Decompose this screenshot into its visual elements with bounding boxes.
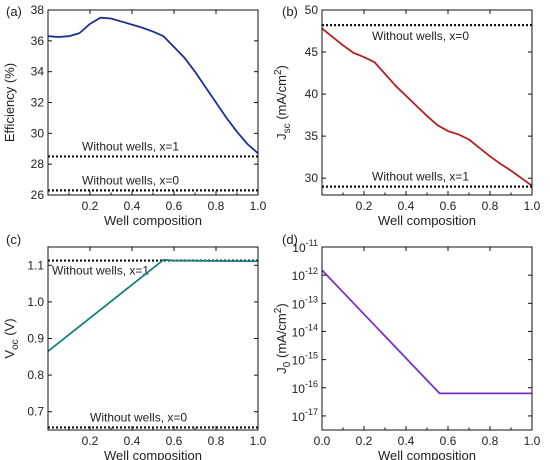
y-tick-label: 0.7 bbox=[27, 405, 44, 419]
y-axis-label: Voc (V) bbox=[2, 318, 21, 358]
plot-frame bbox=[47, 9, 259, 196]
x-tick-label: 0.8 bbox=[482, 434, 499, 448]
x-tick-label: 0.2 bbox=[82, 199, 99, 213]
reference-line-label: Without wells, x=0 bbox=[90, 410, 187, 424]
y-axis-label: J0 (mA/cm2) bbox=[273, 303, 293, 373]
y-tick-label: 40 bbox=[305, 87, 319, 101]
x-axis-label: Well composition bbox=[378, 213, 476, 228]
reference-line-label: Without wells, x=1 bbox=[82, 139, 179, 153]
y-tick-label: 1.0 bbox=[27, 295, 44, 309]
x-tick-label: 0.0 bbox=[314, 434, 331, 448]
chart-panel-1: (a) Without wells, x=1 Without wells, x=0 0… bbox=[2, 3, 267, 228]
reference-line-label: Without wells, x=1 bbox=[372, 170, 469, 184]
y-tick-label: 38 bbox=[31, 3, 45, 17]
y-tick-label: 26 bbox=[31, 188, 45, 202]
y-tick-label: 30 bbox=[305, 171, 319, 185]
x-tick-label: 0.2 bbox=[356, 434, 373, 448]
y-tick-label: 0.8 bbox=[27, 368, 44, 382]
series-line bbox=[48, 16, 258, 155]
y-tick-label: 1.1 bbox=[27, 258, 44, 272]
y-tick-label: 10-17 bbox=[292, 407, 318, 424]
x-tick-label: 0.8 bbox=[208, 199, 225, 213]
x-tick-label: 1.0 bbox=[524, 434, 541, 448]
panel-label: (c) bbox=[6, 232, 21, 247]
y-tick-label: 30 bbox=[31, 126, 45, 140]
x-tick-label: 0.2 bbox=[356, 199, 373, 213]
chart-panel-2: (b) Without wells, x=0 Without wells, x=1 0… bbox=[273, 3, 541, 228]
x-tick-label: 0.6 bbox=[440, 434, 457, 448]
x-tick-label: 0.6 bbox=[166, 434, 183, 448]
x-tick-label: 0.8 bbox=[482, 199, 499, 213]
x-axis-label: Well composition bbox=[378, 448, 476, 460]
y-tick-label: 10-16 bbox=[292, 379, 318, 396]
y-tick-label: 45 bbox=[305, 45, 319, 59]
y-tick-label: 32 bbox=[31, 96, 45, 110]
series-line bbox=[322, 27, 532, 187]
x-tick-label: 0.2 bbox=[82, 434, 99, 448]
y-tick-label: 10-11 bbox=[292, 238, 318, 255]
series-line bbox=[48, 258, 258, 353]
x-axis-label: Well composition bbox=[104, 448, 202, 460]
x-tick-label: 0.6 bbox=[166, 199, 183, 213]
reference-line-label: Without wells, x=0 bbox=[372, 29, 469, 43]
x-tick-label: 0.4 bbox=[398, 434, 415, 448]
x-tick-label: 0.4 bbox=[124, 434, 141, 448]
reference-line-label: Without wells, x=0 bbox=[82, 173, 179, 187]
y-tick-label: 34 bbox=[31, 65, 45, 79]
panel-label: (a) bbox=[6, 4, 22, 19]
y-tick-label: 50 bbox=[305, 3, 319, 17]
x-axis-label: Well composition bbox=[104, 213, 202, 228]
series-line bbox=[322, 269, 532, 395]
x-tick-label: 0.6 bbox=[440, 199, 457, 213]
y-tick-label: 35 bbox=[305, 129, 319, 143]
reference-line-label: Without wells, x=1 bbox=[52, 264, 149, 278]
panel-label: (d) bbox=[282, 232, 298, 247]
y-axis-label: Jsc (mA/cm2) bbox=[273, 65, 293, 140]
plot-frame bbox=[321, 246, 533, 431]
x-tick-label: 1.0 bbox=[250, 199, 267, 213]
x-tick-label: 0.4 bbox=[398, 199, 415, 213]
y-tick-label: 10-14 bbox=[292, 322, 318, 339]
x-tick-label: 0.4 bbox=[124, 199, 141, 213]
y-tick-label: 28 bbox=[31, 157, 45, 171]
y-tick-label: 0.9 bbox=[27, 332, 44, 346]
panel-label: (b) bbox=[282, 4, 298, 19]
chart-panel-3: (c) Without wells, x=1 Without wells, x=0 0… bbox=[2, 232, 267, 460]
y-tick-label: 36 bbox=[31, 34, 45, 48]
x-tick-label: 1.0 bbox=[524, 199, 541, 213]
x-tick-label: 1.0 bbox=[250, 434, 267, 448]
chart-panel-4: (d) 0.0 0.2 0.4 0.6 0.8 1.0 10-17 10-16 10-15 10-1… bbox=[273, 232, 541, 460]
y-tick-label: 10-12 bbox=[292, 266, 318, 283]
y-tick-label: 10-13 bbox=[292, 294, 318, 311]
y-axis-label: Efficiency (%) bbox=[2, 63, 17, 142]
x-tick-label: 0.8 bbox=[208, 434, 225, 448]
y-tick-label: 10-15 bbox=[292, 351, 318, 368]
